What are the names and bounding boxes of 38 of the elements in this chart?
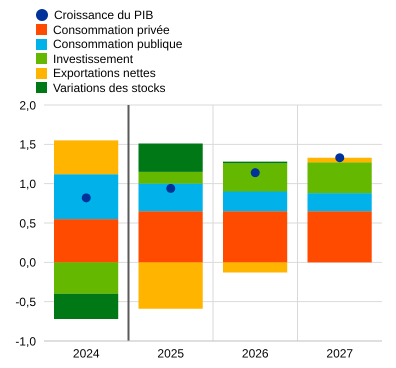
bar — [54, 262, 118, 294]
bar — [138, 184, 203, 212]
y-tick-label: -1,0 — [15, 334, 36, 348]
x-tick-label: 2027 — [326, 346, 354, 361]
bar — [54, 174, 118, 220]
y-tick-label: 2,0 — [19, 98, 36, 112]
y-tick-label: 0,5 — [19, 216, 36, 230]
x-tick-label: 2026 — [242, 346, 269, 361]
bar — [223, 192, 288, 212]
bar — [308, 211, 372, 262]
legend-label: Investissement — [53, 52, 134, 66]
legend-label: Consommation privée — [53, 22, 170, 37]
bar — [223, 163, 288, 192]
bar — [138, 262, 203, 309]
legend-label: Variations des stocks — [53, 80, 166, 95]
legend-label: Croissance du PIB — [54, 8, 154, 22]
bar — [308, 162, 372, 194]
y-tick-label: 1,5 — [19, 138, 36, 152]
y-tick-label: 0,0 — [19, 256, 36, 270]
bar — [138, 144, 203, 172]
point — [250, 168, 260, 178]
legend-label: Exportations nettes — [53, 66, 156, 80]
bar — [54, 294, 118, 319]
bar — [54, 219, 118, 262]
legend-label: Consommation publique — [53, 37, 182, 52]
x-tick-label: 2024 — [72, 346, 100, 361]
point — [335, 153, 344, 162]
point — [166, 184, 176, 193]
y-tick-label: 1,0 — [19, 176, 36, 191]
bar — [138, 172, 203, 184]
bar — [138, 211, 203, 262]
point — [82, 193, 91, 202]
y-tick-label: -0,5 — [15, 294, 36, 309]
x-tick-label: 2025 — [157, 346, 184, 361]
bar — [223, 262, 288, 273]
bar — [308, 193, 372, 212]
bar — [223, 211, 288, 262]
bar — [54, 140, 118, 174]
